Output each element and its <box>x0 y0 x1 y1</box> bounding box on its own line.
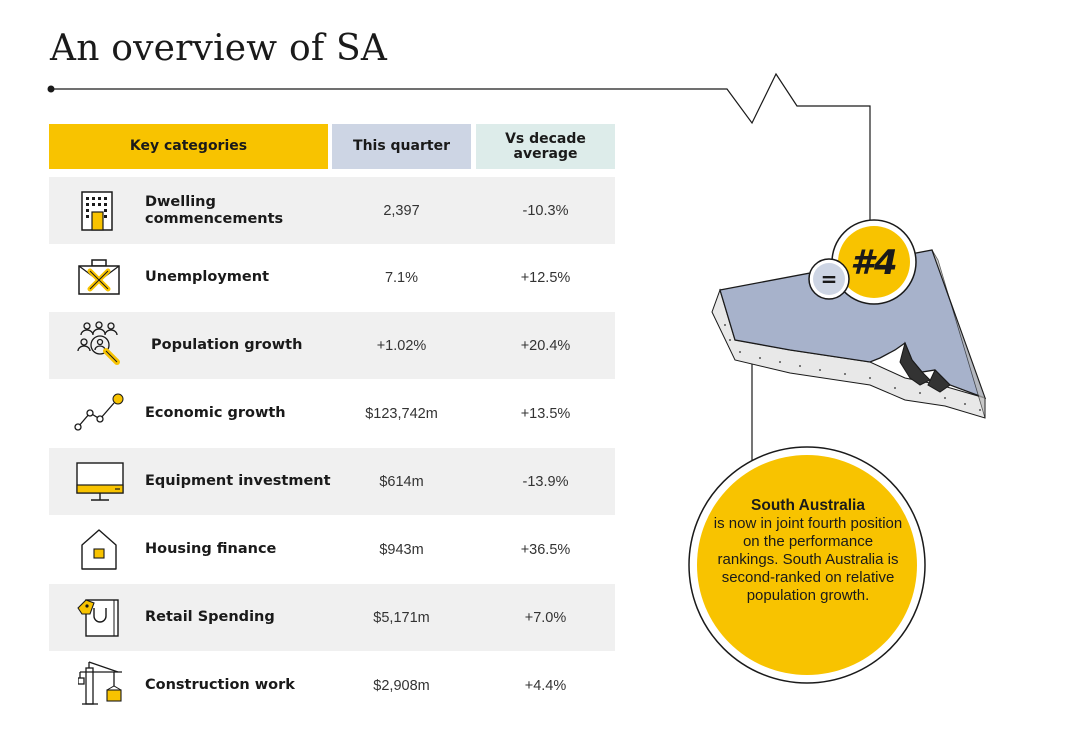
row-vs-decade: +13.5% <box>520 405 571 422</box>
equal-badge-inner <box>813 263 845 295</box>
rank-position: #4 <box>850 243 898 283</box>
row-vs-decade: +12.5% <box>520 269 571 286</box>
row-label: Housing finance <box>145 541 277 557</box>
header-this-quarter: This quarter <box>332 124 471 169</box>
house-icon <box>49 516 145 583</box>
header-key-categories: Key categories <box>49 124 328 169</box>
rank-equal-sign: = <box>820 267 838 291</box>
south-australia-map-icon <box>711 249 987 419</box>
row-vs-decade: -13.9% <box>522 473 569 490</box>
table-row: Equipment investment $614m -13.9% <box>49 448 615 515</box>
rank-badge-inner <box>838 226 910 298</box>
table-row: Economic growth $123,742m +13.5% <box>49 380 615 447</box>
row-label: Dwelling commencements <box>145 193 284 227</box>
row-label: Unemployment <box>145 269 270 285</box>
row-this-quarter: 7.1% <box>384 269 419 286</box>
table-row: Construction work $2,908m +4.4% <box>49 652 615 719</box>
connector-line <box>51 72 871 232</box>
callout-text: South Australia is now in joint fourth p… <box>712 497 904 605</box>
crane-icon <box>49 652 145 719</box>
table-row: Housing finance $943m +36.5% <box>49 516 615 583</box>
row-label: Equipment investment <box>145 473 331 489</box>
header-vs-decade-average: Vs decade average <box>476 124 615 169</box>
table-row: Retail Spending $5,171m +7.0% <box>49 584 615 651</box>
row-this-quarter: +1.02% <box>376 337 427 354</box>
row-this-quarter: $943m <box>379 541 424 558</box>
row-this-quarter: $5,171m <box>373 609 430 626</box>
row-this-quarter: $614m <box>379 473 424 490</box>
row-this-quarter: 2,397 <box>383 202 420 219</box>
callout-circle-inner <box>697 455 917 675</box>
callout-body: is now in joint fourth position on the p… <box>713 515 903 604</box>
monitor-icon <box>49 448 145 515</box>
table-row: Population growth +1.02% +20.4% <box>49 312 615 379</box>
row-vs-decade: -10.3% <box>522 202 569 219</box>
row-label: Retail Spending <box>145 609 275 625</box>
shopping-bag-icon <box>49 584 145 651</box>
row-vs-decade: +4.4% <box>524 677 567 694</box>
row-this-quarter: $123,742m <box>365 405 438 422</box>
row-this-quarter: $2,908m <box>373 677 430 694</box>
briefcase-x-icon <box>49 244 145 311</box>
row-vs-decade: +36.5% <box>520 541 571 558</box>
page-title: An overview of SA <box>50 28 388 69</box>
callout-heading: South Australia <box>751 497 865 514</box>
people-magnifier-icon <box>49 312 145 379</box>
table-row: Dwelling commencements 2,397 -10.3% <box>49 177 615 244</box>
row-vs-decade: +7.0% <box>524 609 567 626</box>
table-row: Unemployment 7.1% +12.5% <box>49 244 615 311</box>
row-label: Construction work <box>145 677 295 693</box>
line-graph-icon <box>49 380 145 447</box>
row-label: Population growth <box>151 337 303 353</box>
building-icon <box>49 177 145 244</box>
row-vs-decade: +20.4% <box>520 337 571 354</box>
row-label: Economic growth <box>145 405 286 421</box>
